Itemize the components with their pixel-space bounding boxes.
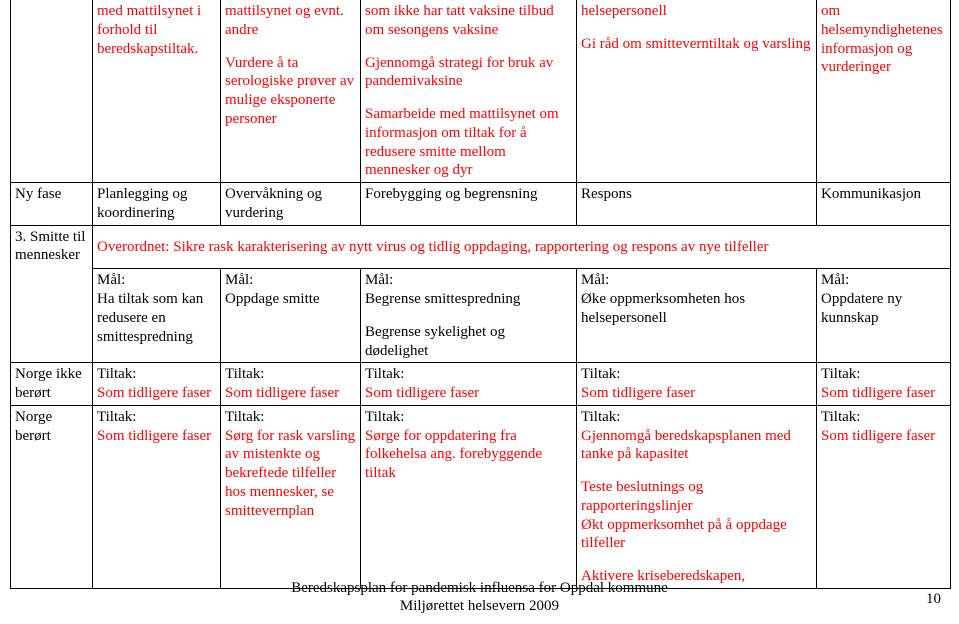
cell-overordnet: Overordnet: Sikre rask karakterisering a… [93, 225, 951, 269]
label-mal: Mål: [97, 271, 216, 290]
cell: Mål: Oppdatere ny kunnskap [817, 269, 951, 363]
plan-table: med mattilsynet i forhold til beredskaps… [10, 0, 951, 589]
cell: Tiltak: Som tidligere faser [221, 363, 361, 406]
cell: Mål: Begrense smittespredning Begrense s… [361, 269, 577, 363]
cell: med mattilsynet i forhold til beredskaps… [93, 0, 221, 183]
footer-line1: Beredskapsplan for pandemisk influensa f… [0, 579, 959, 598]
cell: Tiltak: Sørg for rask varsling av misten… [221, 405, 361, 588]
page-number: 10 [926, 591, 941, 608]
cell-row-label: Norge ikke berørt [11, 363, 93, 406]
cell-header: Respons [577, 183, 817, 226]
cell: Mål: Oppdage smitte [221, 269, 361, 363]
cell: Tiltak: Som tidligere faser [817, 363, 951, 406]
cell: om helsemyndighetenes informasjon og vur… [817, 0, 951, 183]
text: Sørg for rask varsling av mistenkte og b… [225, 427, 356, 521]
label-tiltak: Tiltak: [365, 408, 572, 427]
label-mal: Mål: [225, 271, 356, 290]
page-footer: Beredskapsplan for pandemisk influensa f… [0, 579, 959, 617]
cell-header: Ny fase [11, 183, 93, 226]
cell: som ikke har tatt vaksine tilbud om seso… [361, 0, 577, 183]
text: Øke oppmerksomheten hos helsepersonell [581, 290, 812, 328]
cell: Tiltak: Som tidligere faser [817, 405, 951, 588]
table-row: 3. Smitte til mennesker Overordnet: Sikr… [11, 225, 951, 269]
text: Oppdatere ny kunnskap [821, 290, 946, 328]
label-tiltak: Tiltak: [97, 365, 216, 384]
text: Ha tiltak som kan redusere en smittespre… [97, 290, 216, 346]
text: Økt oppmerksomhet på å oppdage tilfeller [581, 516, 812, 554]
text: Vurdere å ta serologiske prøver av mulig… [225, 54, 356, 129]
text: mattilsynet og evnt. andre [225, 2, 356, 40]
text: Gjennomgå beredskapsplanen med tanke på … [581, 427, 812, 465]
text: Gjennomgå strategi for bruk av pandemiva… [365, 54, 572, 92]
text: med mattilsynet i forhold til beredskaps… [97, 3, 201, 57]
text: Som tidligere faser [581, 384, 812, 403]
text: som ikke har tatt vaksine tilbud om seso… [365, 2, 572, 40]
cell-header: Forebygging og begrensning [361, 183, 577, 226]
text: om helsemyndighetenes informasjon og vur… [821, 3, 943, 75]
text: Teste beslutnings og rapporteringslinjer [581, 478, 812, 516]
text: helsepersonell [581, 2, 812, 21]
text: Samarbeide med mattilsynet om informasjo… [365, 105, 572, 180]
cell-phase-label: 3. Smitte til mennesker [11, 225, 93, 363]
cell: mattilsynet og evnt. andre Vurdere å ta … [221, 0, 361, 183]
cell: Mål: Ha tiltak som kan redusere en smitt… [93, 269, 221, 363]
cell: Mål: Øke oppmerksomheten hos helseperson… [577, 269, 817, 363]
cell: Tiltak: Som tidligere faser [361, 363, 577, 406]
table-row: Mål: Ha tiltak som kan redusere en smitt… [11, 269, 951, 363]
cell-header: Overvåkning og vurdering [221, 183, 361, 226]
cell: Tiltak: Som tidligere faser [93, 363, 221, 406]
label-tiltak: Tiltak: [225, 365, 356, 384]
label-tiltak: Tiltak: [581, 408, 812, 427]
cell: Tiltak: Sørge for oppdatering fra folkeh… [361, 405, 577, 588]
text: Som tidligere faser [97, 384, 216, 403]
text: Som tidligere faser [365, 384, 572, 403]
cell: Tiltak: Som tidligere faser [577, 363, 817, 406]
text: Sørge for oppdatering fra folkehelsa ang… [365, 427, 572, 483]
table-row: Norge ikke berørt Tiltak: Som tidligere … [11, 363, 951, 406]
text: Begrense smittespredning [365, 290, 572, 309]
label-mal: Mål: [365, 271, 572, 290]
cell: Tiltak: Som tidligere faser [93, 405, 221, 588]
label-tiltak: Tiltak: [821, 365, 946, 384]
label-tiltak: Tiltak: [365, 365, 572, 384]
table-row: Norge berørt Tiltak: Som tidligere faser… [11, 405, 951, 588]
cell: Tiltak: Gjennomgå beredskapsplanen med t… [577, 405, 817, 588]
label-tiltak: Tiltak: [821, 408, 946, 427]
footer-line2: Miljørettet helsevern 2009 [0, 597, 959, 616]
text: Som tidligere faser [225, 384, 356, 403]
label-mal: Mål: [581, 271, 812, 290]
label-tiltak: Tiltak: [97, 408, 216, 427]
label-tiltak: Tiltak: [581, 365, 812, 384]
cell-header: Kommunikasjon [817, 183, 951, 226]
text: Som tidligere faser [97, 427, 216, 446]
cell: helsepersonell Gi råd om smitteverntilta… [577, 0, 817, 183]
text: Gi råd om smitteverntiltak og varsling [581, 35, 812, 54]
cell-phase [11, 0, 93, 183]
cell-row-label: Norge berørt [11, 405, 93, 588]
text: Oppdage smitte [225, 290, 356, 309]
text: Overordnet: Sikre rask karakterisering a… [97, 238, 946, 257]
text: Som tidligere faser [821, 427, 946, 446]
label-mal: Mål: [821, 271, 946, 290]
label-tiltak: Tiltak: [225, 408, 356, 427]
text: Som tidligere faser [821, 384, 946, 403]
table-row: Ny fase Planlegging og koordinering Over… [11, 183, 951, 226]
cell-header: Planlegging og koordinering [93, 183, 221, 226]
table-row: med mattilsynet i forhold til beredskaps… [11, 0, 951, 183]
text: Begrense sykelighet og dødelighet [365, 323, 572, 361]
